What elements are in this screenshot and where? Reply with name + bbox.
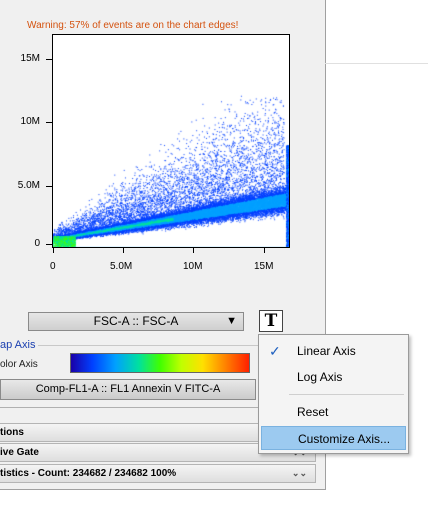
section-divider [38, 345, 278, 346]
x-tick-mark [53, 248, 54, 253]
x-tick-label: 10M [183, 261, 203, 272]
y-tick-label: 0 [34, 238, 40, 249]
x-tick-mark [123, 248, 124, 253]
scatter-plot-area[interactable] [52, 34, 290, 248]
y-tick-label: 10M [20, 116, 40, 127]
y-tick-mark [46, 244, 52, 245]
graph-window-panel: Warning: 57% of events are on the chart … [0, 0, 326, 490]
menu-item-label: Reset [297, 405, 329, 419]
color-axis-gradient-bar [70, 353, 250, 373]
y-tick-mark [46, 122, 52, 123]
expand-chevron-icon[interactable]: ⌄⌄ [291, 468, 307, 478]
check-icon: ✓ [269, 343, 281, 359]
y-tick-mark [46, 186, 52, 187]
y-tick-mark [46, 59, 52, 60]
statistics-row-label: tistics - Count: 234682 / 234682 100% [0, 468, 177, 479]
menu-item-label: Log Axis [297, 370, 343, 384]
background-divider [325, 63, 428, 64]
options-row-label: tions [0, 427, 24, 438]
menu-item-label: Customize Axis... [298, 432, 391, 446]
x-axis-parameter-label: FSC-A :: FSC-A [93, 314, 179, 328]
axis-text-options-button[interactable]: T [259, 310, 283, 332]
statistics-row[interactable]: tistics - Count: 234682 / 234682 100% ⌄⌄ [0, 464, 316, 483]
x-tick-label: 5.0M [110, 261, 133, 272]
x-tick-label: 15M [254, 261, 274, 272]
event-density-dots [53, 35, 289, 247]
divider [0, 407, 316, 408]
x-axis-parameter-select[interactable]: FSC-A :: FSC-A ▼ [28, 312, 244, 331]
menu-item-label: Linear Axis [297, 344, 356, 358]
dropdown-arrow-icon: ▼ [226, 315, 237, 327]
menu-item-customize-axis[interactable]: Customize Axis... [261, 426, 406, 450]
color-axis-label: olor Axis [0, 359, 38, 370]
menu-separator [289, 394, 404, 395]
y-tick-label: 15M [20, 53, 40, 64]
heatmap-axis-section-label: ap Axis [0, 339, 36, 351]
menu-item-linear-axis[interactable]: ✓ Linear Axis [261, 339, 406, 363]
color-parameter-select[interactable]: Comp-FL1-A :: FL1 Annexin V FITC-A [0, 379, 256, 400]
x-tick-label: 0 [50, 261, 56, 272]
edge-warning: Warning: 57% of events are on the chart … [27, 20, 239, 31]
y-tick-label: 5.0M [17, 180, 40, 191]
x-tick-mark [193, 248, 194, 253]
axis-context-menu: ✓ Linear Axis Log Axis Reset Customize A… [258, 334, 409, 454]
x-tick-mark [264, 248, 265, 253]
interactive-gate-row-label: ive Gate [0, 447, 39, 458]
menu-item-reset[interactable]: Reset [261, 400, 406, 424]
menu-item-log-axis[interactable]: Log Axis [261, 365, 406, 389]
